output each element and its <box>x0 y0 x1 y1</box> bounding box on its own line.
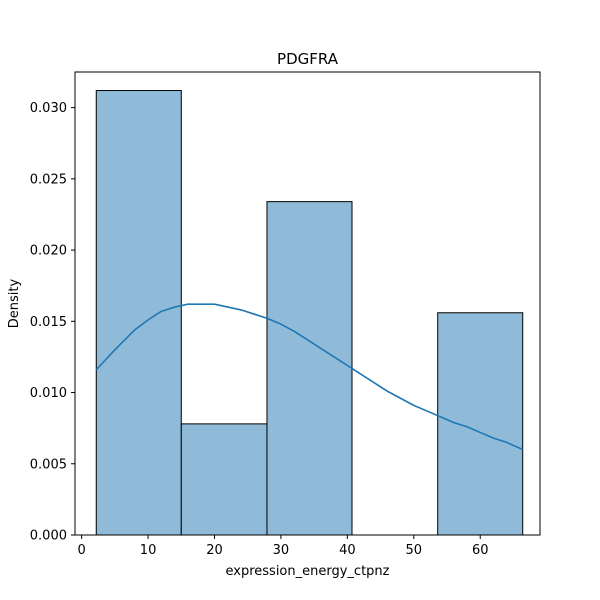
y-tick-label: 0.025 <box>30 172 67 187</box>
y-tick-label: 0.015 <box>30 315 67 330</box>
x-axis: 0 10 20 30 40 50 60 <box>78 535 489 558</box>
plot-frame <box>74 71 541 536</box>
y-tick-label: 0.000 <box>30 529 67 544</box>
y-tick-label: 0.005 <box>30 457 67 472</box>
x-axis-label: expression_energy_ctpnz <box>226 564 390 579</box>
x-tick-label: 50 <box>406 543 423 558</box>
y-tick-label: 0.020 <box>30 244 67 259</box>
histogram-bar-5 <box>437 312 524 536</box>
histogram-bar-2 <box>180 423 268 536</box>
x-tick-label: 30 <box>273 543 290 558</box>
x-tick-label: 0 <box>78 543 86 558</box>
x-tick-label: 60 <box>472 543 489 558</box>
kde-layer <box>95 303 524 451</box>
x-tick-label: 40 <box>339 543 356 558</box>
x-tick-label: 10 <box>140 543 157 558</box>
bars-layer <box>95 90 524 536</box>
y-axis-label: Density <box>7 278 22 328</box>
x-tick-label: 20 <box>206 543 223 558</box>
histogram-bar-3 <box>266 201 353 536</box>
histogram-bar-1 <box>95 90 182 536</box>
y-tick-label: 0.010 <box>30 386 67 401</box>
kde-curve <box>95 303 524 451</box>
chart-title: PDGFRA <box>277 50 339 68</box>
y-axis: 0.000 0.005 0.010 0.015 0.020 0.025 0.030 <box>30 101 75 544</box>
y-tick-label: 0.030 <box>30 101 67 116</box>
